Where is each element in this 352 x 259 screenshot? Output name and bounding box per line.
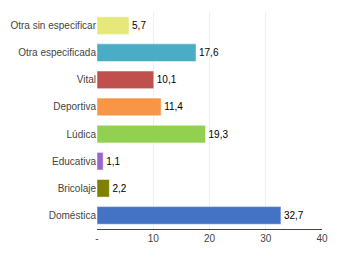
- svg-text:5,7: 5,7: [132, 20, 146, 31]
- svg-text:32,7: 32,7: [284, 210, 304, 221]
- svg-text:19,3: 19,3: [209, 129, 229, 140]
- svg-text:Bricolaje: Bricolaje: [58, 183, 97, 194]
- svg-text:17,6: 17,6: [199, 47, 219, 58]
- svg-text:Deportiva: Deportiva: [53, 101, 96, 112]
- svg-text:Vital: Vital: [77, 74, 96, 85]
- svg-text:11,4: 11,4: [164, 101, 183, 112]
- svg-text:Otra especificada: Otra especificada: [18, 47, 96, 58]
- svg-text:30: 30: [260, 233, 272, 244]
- svg-text:10: 10: [148, 233, 160, 244]
- svg-text:Lúdica: Lúdica: [67, 129, 97, 140]
- svg-text:-: -: [95, 233, 98, 244]
- svg-text:2,2: 2,2: [112, 183, 126, 194]
- svg-text:20: 20: [204, 233, 216, 244]
- svg-text:40: 40: [316, 233, 328, 244]
- svg-text:Doméstica: Doméstica: [49, 210, 97, 221]
- svg-text:Educativa: Educativa: [52, 156, 96, 167]
- svg-text:Otra sin especificar: Otra sin especificar: [10, 20, 96, 31]
- svg-text:10,1: 10,1: [157, 74, 177, 85]
- svg-text:1,1: 1,1: [106, 156, 120, 167]
